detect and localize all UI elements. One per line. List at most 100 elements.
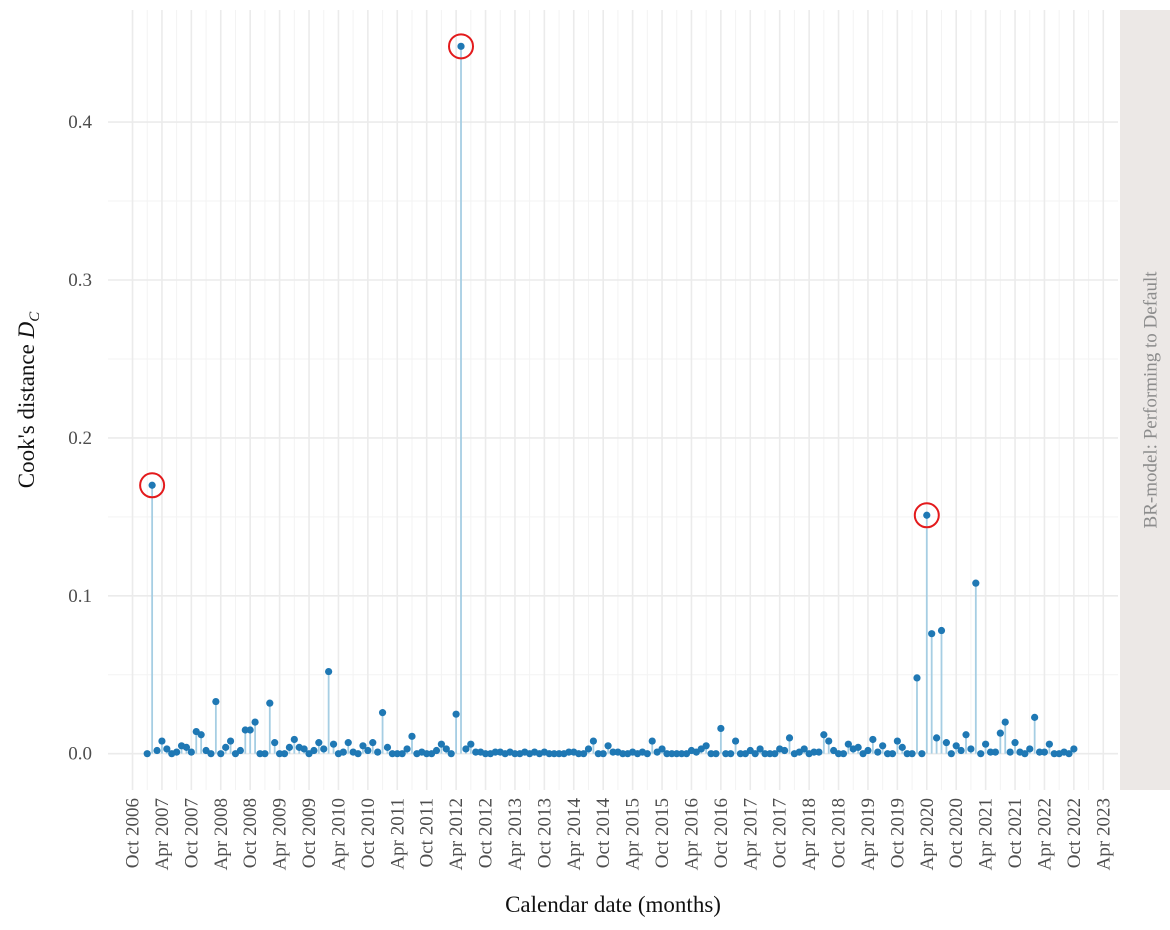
point	[173, 748, 181, 756]
highlight-ring	[139, 472, 166, 499]
x-tick-label: Apr 2017	[740, 798, 761, 870]
x-tick-label: Oct 2019	[887, 798, 908, 868]
x-tick-label: Apr 2012	[446, 798, 467, 870]
point	[962, 731, 970, 739]
point	[702, 742, 710, 750]
x-tick-label: Apr 2021	[976, 798, 997, 870]
point	[290, 735, 298, 744]
x-tick-label: Apr 2020	[917, 798, 938, 870]
point	[187, 748, 195, 756]
x-tick-label: Apr 2008	[211, 798, 232, 870]
point	[599, 750, 607, 758]
y-axis-symbol: D	[14, 321, 39, 339]
x-tick-label: Oct 2018	[829, 798, 850, 868]
y-axis-title: Cook's distance DC	[14, 311, 43, 488]
point	[1011, 739, 1019, 747]
x-tick-label: Oct 2017	[770, 798, 791, 868]
point	[785, 734, 794, 742]
point	[374, 748, 382, 756]
point	[207, 750, 215, 758]
point	[1001, 718, 1009, 726]
point	[300, 745, 308, 753]
point	[148, 481, 156, 489]
x-tick-label: Apr 2010	[328, 798, 349, 870]
point	[236, 746, 244, 755]
x-tick-label: Oct 2006	[123, 798, 144, 868]
point	[579, 750, 588, 758]
point	[589, 737, 597, 745]
point	[957, 746, 965, 755]
point	[913, 674, 921, 682]
point	[932, 734, 941, 742]
point	[442, 745, 450, 753]
point	[869, 735, 877, 744]
point	[315, 739, 323, 747]
point	[1021, 750, 1029, 758]
point	[584, 745, 593, 753]
x-tick-label: Apr 2016	[681, 798, 702, 870]
point	[898, 743, 906, 751]
point	[923, 511, 931, 519]
point	[991, 748, 1000, 756]
point	[1006, 748, 1014, 756]
x-tick-label: Oct 2022	[1064, 798, 1085, 868]
x-tick-label: Oct 2007	[181, 798, 202, 868]
highlight-ring	[448, 33, 475, 60]
point	[888, 750, 897, 758]
point	[996, 729, 1004, 737]
point	[403, 745, 411, 753]
point	[217, 750, 225, 758]
x-tick-label: Apr 2011	[387, 798, 408, 870]
point	[712, 750, 720, 758]
point	[820, 731, 828, 739]
point	[432, 746, 441, 755]
x-tick-label: Apr 2007	[152, 798, 173, 870]
x-tick-label: Oct 2012	[476, 798, 497, 868]
x-tick-label: Apr 2022	[1034, 798, 1055, 870]
x-tick-label: Oct 2009	[299, 798, 320, 868]
point	[197, 731, 205, 739]
x-tick-label: Apr 2014	[564, 798, 585, 871]
x-tick-label: Oct 2014	[593, 798, 614, 869]
point	[781, 746, 789, 755]
marks	[139, 33, 1078, 758]
point	[864, 746, 872, 755]
y-axis-subscript: C	[27, 311, 43, 322]
x-tick-label: Apr 2015	[623, 798, 644, 870]
point	[972, 579, 980, 587]
point	[280, 750, 289, 758]
point	[310, 746, 318, 755]
point	[947, 750, 955, 758]
point	[246, 726, 254, 734]
point	[844, 740, 852, 748]
point	[879, 742, 887, 750]
point	[815, 748, 823, 756]
y-tick-label: 0.0	[68, 744, 92, 765]
x-tick-label: Oct 2021	[1005, 798, 1026, 868]
point	[1026, 745, 1034, 753]
point	[893, 737, 901, 745]
point	[604, 742, 612, 750]
y-tick-label: 0.1	[68, 586, 92, 607]
point	[143, 750, 151, 758]
point	[1065, 750, 1073, 758]
point	[285, 743, 294, 751]
point	[918, 750, 926, 758]
point	[771, 750, 779, 758]
point	[364, 746, 372, 755]
point	[731, 737, 740, 745]
point	[325, 667, 333, 676]
point	[1031, 713, 1039, 721]
point	[447, 750, 455, 758]
point	[467, 740, 475, 748]
point	[982, 740, 990, 748]
x-axis-title: Calendar date (months)	[505, 892, 721, 917]
point	[378, 709, 387, 717]
point	[952, 742, 960, 750]
facet-label: BR-model: Performing to Default	[1140, 271, 1161, 529]
point	[226, 737, 235, 745]
point	[437, 740, 445, 748]
point	[839, 750, 848, 758]
point	[874, 748, 882, 756]
point	[457, 42, 465, 50]
